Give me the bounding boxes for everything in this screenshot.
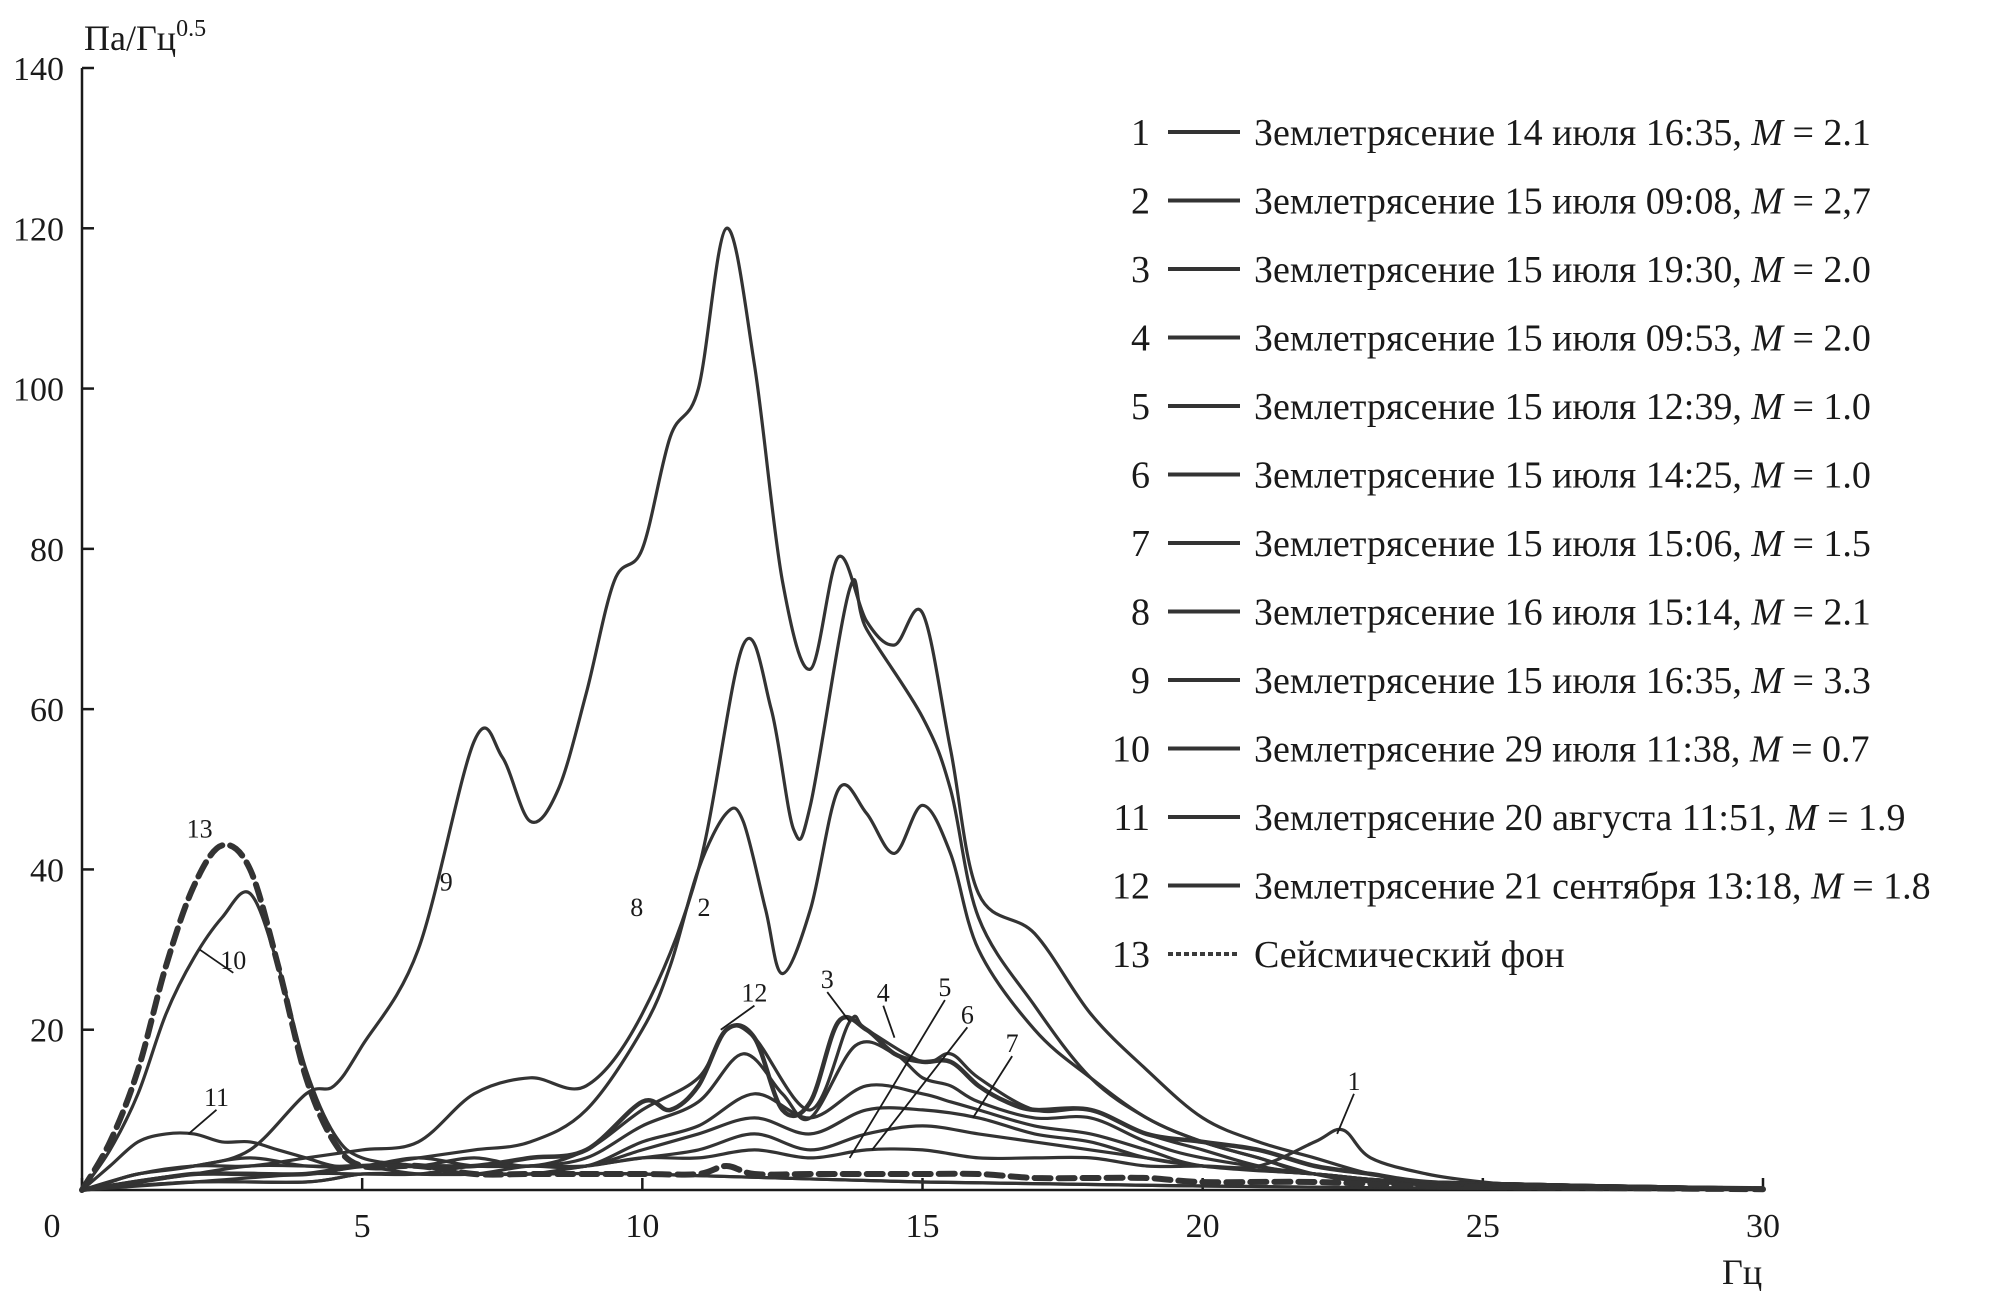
- curve-label-leader: [882, 1005, 896, 1039]
- x-origin-label: 0: [44, 1208, 61, 1245]
- curve-label-4: 4: [877, 979, 890, 1008]
- y-tick-label: 40: [30, 852, 64, 889]
- legend-item-13: 13 Сейсмический фон: [1112, 934, 1565, 976]
- x-tick-label: 20: [1186, 1208, 1220, 1245]
- legend-label: Землетрясение 15 июля 14:25, M = 1.0: [1254, 455, 1871, 497]
- series-line-8: [80, 578, 1765, 1192]
- series-line-3: [80, 1014, 1765, 1192]
- x-tick-label: 15: [906, 1208, 940, 1245]
- curve-label-8: 8: [630, 893, 643, 922]
- legend-item-3: 3 Землетрясение 15 июля 19:30, M = 2.0: [1131, 249, 1871, 291]
- legend-label: Землетрясение 15 июля 09:53, M = 2.0: [1254, 318, 1871, 360]
- curve-label-leader: [972, 1055, 1013, 1119]
- legend-number: 12: [1112, 866, 1150, 908]
- series-line-7: [80, 1124, 1765, 1192]
- y-tick-label: 120: [13, 211, 64, 248]
- legend-item-2: 2 Землетрясение 15 июля 09:08, M = 2,7: [1131, 181, 1871, 223]
- x-tick-label: 30: [1746, 1208, 1780, 1245]
- curve-label-2: 2: [697, 893, 710, 922]
- x-tick-label: 5: [354, 1208, 371, 1245]
- legend-label: Землетрясение 20 августа 11:51, M = 1.9: [1254, 797, 1906, 839]
- legend-label: Землетрясение 15 июля 15:06, M = 1.5: [1254, 523, 1871, 565]
- curve-label-11: 11: [204, 1083, 229, 1112]
- series-line-9: [80, 226, 1765, 1192]
- y-tick-label: 140: [13, 51, 64, 88]
- legend-item-11: 11 Землетрясение 20 августа 11:51, M = 1.…: [1113, 797, 1905, 839]
- y-axis-unit: Па/Гц: [84, 18, 176, 58]
- legend-number: 8: [1131, 592, 1150, 634]
- y-axis-exponent: 0.5: [176, 16, 206, 42]
- y-tick-label: 20: [30, 1013, 64, 1050]
- legend-number: 5: [1131, 386, 1150, 428]
- legend-number: 11: [1113, 797, 1150, 839]
- series-line-2: [80, 783, 1765, 1192]
- curve-label-5: 5: [938, 973, 951, 1002]
- legend-item-10: 10 Землетрясение 29 июля 11:38, M = 0.7: [1112, 729, 1870, 771]
- legend-item-4: 4 Землетрясение 15 июля 09:53, M = 2.0: [1131, 318, 1871, 360]
- x-axis-label: Гц: [1722, 1252, 1762, 1292]
- x-tick-label: 10: [625, 1208, 659, 1245]
- y-tick-label: 100: [13, 372, 64, 409]
- legend-label: Землетрясение 21 сентября 13:18, M = 1.8: [1254, 866, 1931, 908]
- curve-label-leader: [199, 948, 234, 974]
- curve-label-6: 6: [961, 1000, 974, 1029]
- legend-number: 1: [1131, 112, 1150, 154]
- y-tick-label: 80: [30, 532, 64, 569]
- curve-label-leader: [871, 1026, 969, 1151]
- y-axis-label: Па/Гц0.5: [84, 16, 206, 58]
- legend-item-7: 7 Землетрясение 15 июля 15:06, M = 1.5: [1131, 523, 1871, 565]
- legend: 1 Землетрясение 14 июля 16:35, M = 2.1 2 Зе…: [1112, 112, 1931, 976]
- curve-label-13: 13: [187, 814, 213, 843]
- legend-label: Землетрясение 15 июля 09:08, M = 2,7: [1254, 181, 1871, 223]
- series-line-11: [80, 1131, 1765, 1192]
- curve-label-leader: [848, 999, 946, 1159]
- legend-item-1: 1 Землетрясение 14 июля 16:35, M = 2.1: [1131, 112, 1871, 154]
- legend-label: Землетрясение 15 июля 12:39, M = 1.0: [1254, 386, 1871, 428]
- legend-number: 13: [1112, 934, 1150, 976]
- legend-item-9: 9 Землетрясение 15 июля 16:35, M = 3.3: [1131, 660, 1871, 702]
- legend-item-12: 12 Землетрясение 21 сентября 13:18, M = 1…: [1112, 866, 1931, 908]
- legend-number: 9: [1131, 660, 1150, 702]
- legend-item-8: 8 Землетрясение 16 июля 15:14, M = 2.1: [1131, 592, 1871, 634]
- legend-number: 2: [1131, 181, 1150, 223]
- legend-number: 10: [1112, 729, 1150, 771]
- x-tick-label: 25: [1466, 1208, 1500, 1245]
- legend-label: Землетрясение 15 июля 19:30, M = 2.0: [1254, 249, 1871, 291]
- legend-label: Землетрясение 16 июля 15:14, M = 2.1: [1254, 592, 1871, 634]
- y-tick-label: 60: [30, 692, 64, 729]
- legend-number: 3: [1131, 249, 1150, 291]
- legend-label: Землетрясение 29 июля 11:38, M = 0.7: [1254, 729, 1870, 771]
- curve-label-leader: [720, 1004, 755, 1031]
- curve-label-leader: [826, 991, 851, 1023]
- curve-label-1: 1: [1347, 1067, 1360, 1096]
- legend-number: 7: [1131, 523, 1150, 565]
- series-line-12: [79, 1014, 1766, 1193]
- legend-number: 6: [1131, 455, 1150, 497]
- legend-item-5: 5 Землетрясение 15 июля 12:39, M = 1.0: [1131, 386, 1871, 428]
- legend-item-6: 6 Землетрясение 15 июля 14:25, M = 1.0: [1131, 455, 1871, 497]
- curve-label-10: 10: [220, 946, 246, 975]
- legend-label: Сейсмический фон: [1254, 934, 1565, 976]
- series-layer: [79, 226, 1766, 1193]
- legend-label: Землетрясение 15 июля 16:35, M = 3.3: [1254, 660, 1871, 702]
- curve-label-7: 7: [1006, 1029, 1019, 1058]
- curve-label-leader: [187, 1109, 218, 1135]
- curve-label-9: 9: [440, 867, 453, 896]
- legend-label: Землетрясение 14 июля 16:35, M = 2.1: [1254, 112, 1871, 154]
- legend-number: 4: [1131, 318, 1150, 360]
- curve-label-leader: [1336, 1093, 1355, 1135]
- series-line-13: [79, 841, 1766, 1193]
- curve-label-3: 3: [821, 965, 834, 994]
- curve-label-12: 12: [741, 979, 767, 1008]
